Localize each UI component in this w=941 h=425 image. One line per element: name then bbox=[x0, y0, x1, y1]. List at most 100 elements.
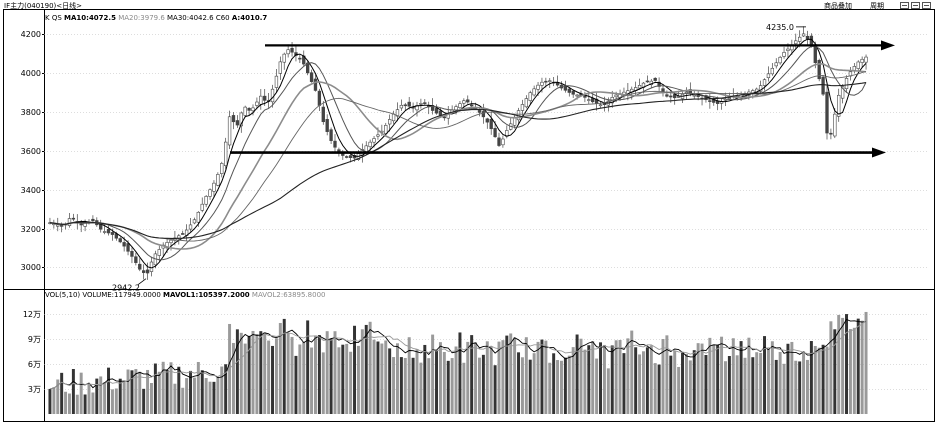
candle-body bbox=[341, 153, 345, 156]
candle-body bbox=[212, 182, 216, 192]
candle-body bbox=[282, 53, 286, 63]
candle-body bbox=[224, 141, 228, 166]
candle-body bbox=[438, 110, 443, 116]
volume-bar bbox=[852, 327, 856, 414]
volume-bar bbox=[520, 357, 524, 414]
candle-body bbox=[837, 94, 841, 117]
candle-body bbox=[126, 243, 130, 252]
volume-bar bbox=[353, 325, 357, 414]
candle-body bbox=[727, 97, 732, 99]
candle-body bbox=[493, 128, 497, 138]
candle-body bbox=[501, 138, 505, 146]
volume-bar bbox=[149, 382, 153, 414]
candle-body bbox=[567, 88, 571, 93]
candle-body bbox=[309, 72, 314, 82]
volume-bar bbox=[571, 347, 575, 414]
volume-bar bbox=[110, 389, 114, 414]
candle-body bbox=[462, 100, 466, 104]
volume-tick-label: 6万 bbox=[28, 360, 41, 369]
volume-bar bbox=[552, 353, 556, 414]
volume-tick-label: 12万 bbox=[23, 310, 41, 319]
candle-body bbox=[387, 119, 392, 125]
volume-bar bbox=[684, 353, 688, 414]
volume-bar bbox=[134, 369, 138, 414]
volume-bar bbox=[688, 360, 692, 414]
chart-title: IF主力(040190)<日线> bbox=[4, 2, 83, 10]
volume-bar bbox=[559, 360, 563, 414]
volume-bar bbox=[817, 347, 821, 414]
volume-bar bbox=[83, 394, 87, 414]
volume-bar bbox=[247, 335, 251, 414]
volume-bar bbox=[231, 342, 235, 414]
volume-bar bbox=[165, 369, 169, 414]
volume-bar bbox=[251, 330, 255, 414]
candle-body bbox=[352, 155, 357, 159]
volume-bar bbox=[841, 317, 845, 414]
volume-bar bbox=[653, 363, 657, 414]
volume-bar bbox=[681, 352, 685, 414]
candle-body bbox=[497, 137, 501, 146]
volume-bar bbox=[146, 369, 150, 414]
volume-bar bbox=[716, 344, 720, 414]
volume-indicator-line: VOL(5,10) VOLUME:117949.0000 MAVOL1:1053… bbox=[45, 291, 326, 299]
candle-body bbox=[782, 52, 786, 57]
volume-bar bbox=[431, 334, 435, 414]
candle-body bbox=[801, 33, 806, 37]
candle-body bbox=[157, 249, 161, 256]
maximize-icon[interactable] bbox=[922, 2, 931, 9]
candle-body bbox=[204, 196, 208, 205]
candle-body bbox=[149, 261, 154, 272]
overlay-menu[interactable]: 商品叠加 bbox=[824, 2, 852, 10]
volume-bar bbox=[696, 343, 700, 414]
volume-bar bbox=[310, 347, 314, 414]
candle-body bbox=[805, 35, 810, 40]
volume-bar bbox=[700, 343, 704, 414]
candle-body bbox=[321, 106, 325, 123]
candle-body bbox=[348, 155, 353, 158]
volume-bar bbox=[809, 341, 813, 414]
volume-bar bbox=[595, 358, 599, 414]
volume-bar bbox=[641, 351, 645, 414]
period-menu[interactable]: 周期 bbox=[870, 2, 884, 10]
candle-body bbox=[548, 80, 552, 83]
volume-bar bbox=[563, 357, 567, 414]
candle-body bbox=[840, 86, 845, 99]
candle-body bbox=[71, 217, 76, 220]
volume-bar bbox=[856, 318, 860, 414]
volume-bar bbox=[87, 383, 91, 414]
volume-bar bbox=[271, 345, 275, 414]
volume-bar bbox=[790, 341, 794, 414]
candle-body bbox=[536, 84, 540, 90]
volume-bar bbox=[329, 338, 333, 414]
volume-bar bbox=[763, 336, 767, 414]
minimize-icon[interactable] bbox=[900, 2, 909, 9]
price-tick-label: 4000 bbox=[21, 69, 41, 78]
volume-bar bbox=[470, 335, 474, 414]
volume-bar bbox=[798, 361, 802, 414]
candle-body bbox=[118, 238, 122, 243]
volume-bar bbox=[634, 347, 638, 414]
volume-bar bbox=[794, 360, 798, 414]
volume-bar bbox=[126, 369, 130, 414]
volume-bar bbox=[200, 370, 204, 414]
restore-icon[interactable] bbox=[911, 2, 920, 9]
candle-body bbox=[715, 100, 720, 104]
price-tick-label: 3200 bbox=[21, 225, 41, 234]
candle-body bbox=[419, 102, 423, 105]
volume-bar bbox=[677, 366, 681, 414]
volume-bar bbox=[474, 342, 478, 414]
volume-bar bbox=[79, 372, 83, 414]
candle-body bbox=[774, 62, 778, 67]
volume-bar bbox=[325, 331, 329, 414]
candle-body bbox=[83, 223, 87, 227]
volume-bar bbox=[349, 351, 353, 414]
candle-body bbox=[274, 75, 279, 88]
volume-bar bbox=[583, 349, 587, 414]
volume-bar bbox=[622, 353, 626, 414]
volume-bar bbox=[255, 333, 259, 414]
volume-value: VOLUME:117949.0000 bbox=[82, 291, 161, 299]
candle-body bbox=[368, 141, 372, 148]
volume-bar bbox=[673, 350, 677, 414]
volume-bar bbox=[481, 354, 485, 414]
